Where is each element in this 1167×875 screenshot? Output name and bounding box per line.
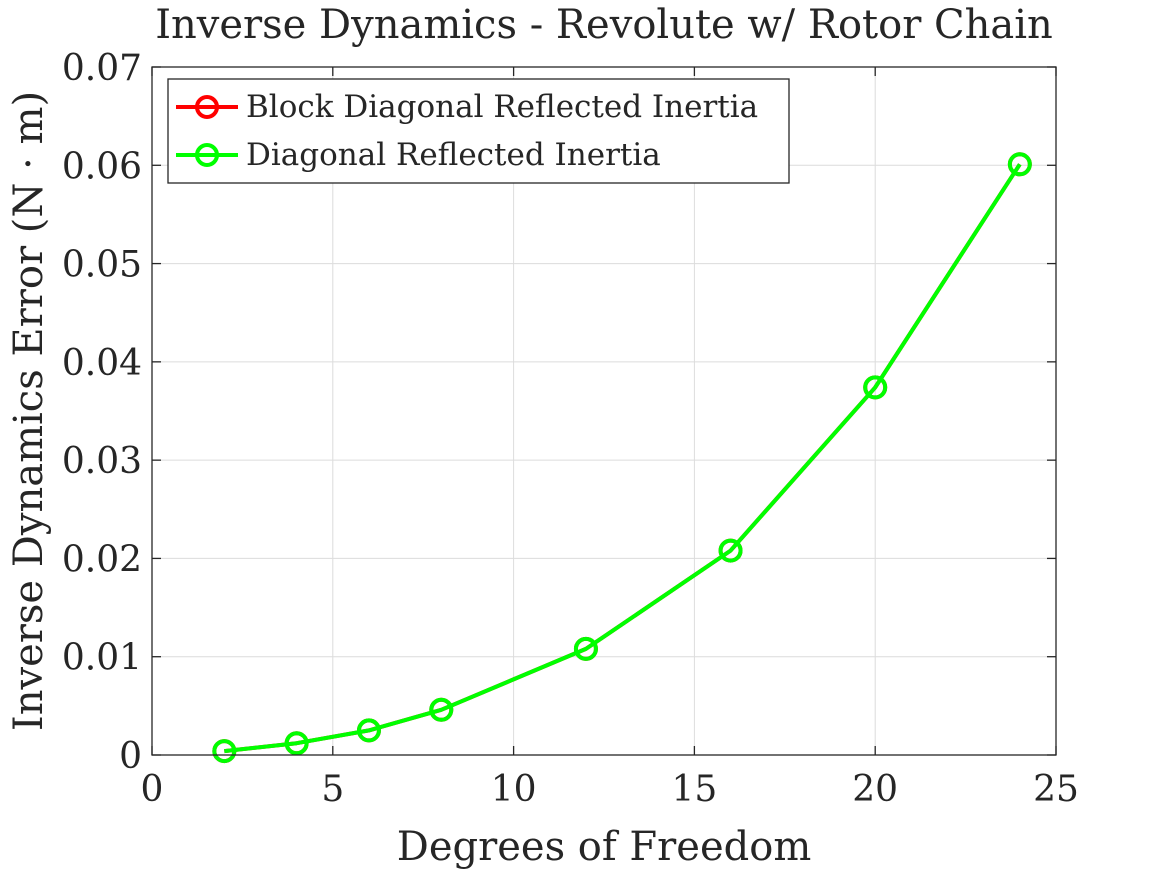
plot-area-border bbox=[151, 66, 1057, 756]
legend-label: Block Diagonal Reflected Inertia bbox=[246, 89, 758, 125]
legend-item: Block Diagonal Reflected Inertia bbox=[176, 89, 758, 125]
x-tick-label: 20 bbox=[852, 769, 898, 810]
data-point bbox=[573, 636, 598, 661]
legend-item: Diagonal Reflected Inertia bbox=[176, 137, 661, 173]
series-line bbox=[224, 163, 1022, 754]
x-tick-label: 5 bbox=[321, 769, 344, 810]
chart-title: Inverse Dynamics - Revolute w/ Rotor Cha… bbox=[155, 2, 1053, 48]
data-point bbox=[1007, 152, 1032, 177]
legend-box bbox=[167, 78, 790, 184]
x-tick-label: 25 bbox=[1033, 769, 1079, 810]
y-tick-label: 0.01 bbox=[62, 638, 142, 679]
y-tick-label: 0.05 bbox=[62, 245, 142, 286]
data-point bbox=[212, 739, 237, 764]
y-tick-label: 0.03 bbox=[62, 441, 142, 482]
y-axis-label: Inverse Dynamics Error (N · m) bbox=[6, 91, 52, 731]
series-line bbox=[224, 163, 1022, 754]
x-axis-label: Degrees of Freedom bbox=[397, 824, 812, 870]
y-tick-label: 0.07 bbox=[62, 48, 142, 89]
legend-marker-swatch bbox=[195, 143, 219, 167]
y-tick-label: 0.06 bbox=[62, 146, 142, 187]
series-2 bbox=[212, 152, 1032, 764]
legend: Block Diagonal Reflected Inertia Diagonal… bbox=[167, 78, 790, 184]
data-point bbox=[356, 718, 381, 743]
data-point bbox=[863, 375, 888, 400]
y-tick-label: 0.04 bbox=[62, 343, 142, 384]
axis-ticks: 0 5 10 15 20 25 0 0.01 0.02 0.03 0.04 0.05 0.06 0.07 bbox=[62, 48, 1079, 810]
x-tick-label: 10 bbox=[491, 769, 537, 810]
data-point bbox=[718, 538, 743, 563]
series-1 bbox=[212, 152, 1032, 764]
x-tick-label: 15 bbox=[671, 769, 717, 810]
x-tick-label: 0 bbox=[141, 769, 164, 810]
y-tick-label: 0 bbox=[119, 736, 142, 777]
y-tick-label: 0.02 bbox=[62, 539, 142, 580]
data-point bbox=[284, 731, 309, 756]
legend-marker-swatch bbox=[195, 95, 219, 119]
legend-label: Diagonal Reflected Inertia bbox=[246, 137, 661, 173]
series-layer bbox=[212, 152, 1032, 764]
data-point bbox=[429, 697, 454, 722]
